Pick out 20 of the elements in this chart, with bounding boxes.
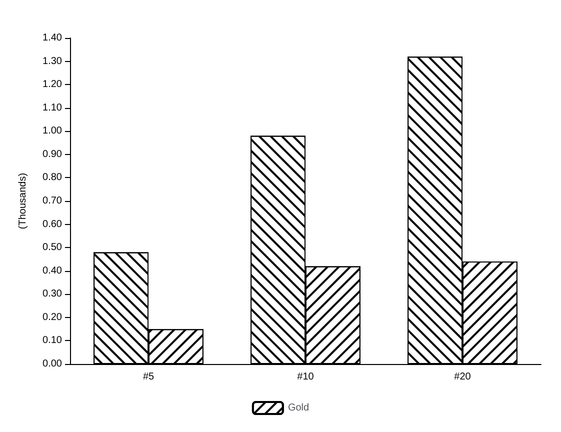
- x-tick-label: #10: [297, 372, 314, 382]
- y-tick-label: 0.30: [42, 288, 62, 300]
- y-tick-label: 1.40: [42, 32, 62, 44]
- y-tick-label: 0.70: [42, 196, 62, 206]
- y-tick-label: 1.30: [42, 56, 62, 67]
- x-tick-label: #5: [142, 372, 154, 382]
- y-tick-label: 1.10: [42, 102, 62, 114]
- legend-label: Gold: [288, 402, 310, 414]
- y-tick-label: 0.10: [42, 335, 62, 346]
- y-tick-label: 0.40: [42, 265, 62, 276]
- y-tick-label: 1.00: [42, 126, 62, 137]
- x-tick-label: #20: [454, 372, 472, 382]
- y-tick-label: 0.50: [42, 242, 62, 254]
- y-tick-label: 0.90: [42, 148, 62, 160]
- y-axis-title: (Thousands): [18, 172, 28, 230]
- y-tick-label: 0.80: [42, 172, 62, 184]
- y-tick-label: 0.60: [42, 218, 62, 230]
- y-tick-label: 0.20: [42, 312, 62, 323]
- y-tick-label: 0.00: [42, 358, 62, 370]
- y-tick-label: 1.20: [42, 79, 62, 90]
